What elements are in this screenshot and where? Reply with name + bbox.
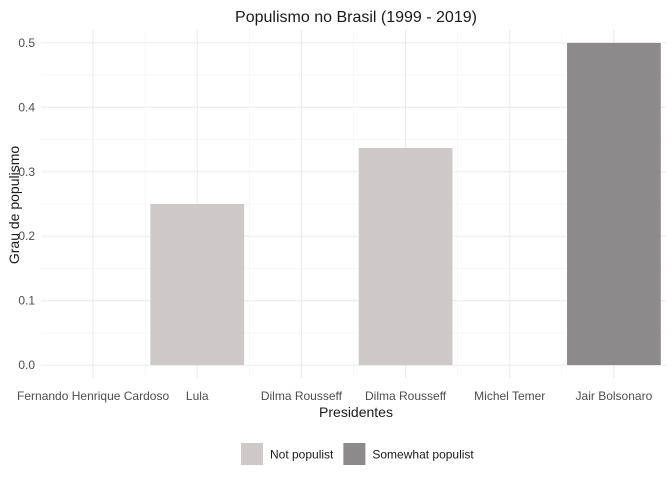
bar bbox=[567, 42, 661, 366]
y-tick-label: 0.4 bbox=[18, 100, 35, 114]
y-tick-label: 0.3 bbox=[18, 165, 35, 179]
y-tick-label: 0.0 bbox=[18, 358, 35, 372]
chart-title: Populismo no Brasil (1999 - 2019) bbox=[235, 9, 477, 26]
x-tick-label: Dilma Rousseff bbox=[261, 389, 343, 403]
x-tick-label: Dilma Rousseff bbox=[365, 389, 447, 403]
x-tick-label: Fernando Henrique Cardoso bbox=[17, 389, 169, 403]
legend-label: Not populist bbox=[270, 448, 334, 462]
y-axis-title: Grau de populismo bbox=[6, 146, 22, 265]
x-tick-label: Jair Bolsonaro bbox=[576, 389, 653, 403]
y-tick-label: 0.5 bbox=[18, 36, 35, 50]
legend-label: Somewhat populist bbox=[372, 448, 474, 462]
y-tick-label: 0.1 bbox=[18, 294, 35, 308]
y-tick-label: 0.2 bbox=[18, 229, 35, 243]
bar bbox=[150, 204, 245, 366]
x-tick-label: Lula bbox=[186, 389, 209, 403]
bar bbox=[358, 147, 453, 366]
legend-swatch bbox=[241, 443, 263, 465]
legend-swatch bbox=[343, 443, 366, 465]
legend: Not populist Somewhat populist bbox=[241, 443, 474, 465]
x-axis-title: Presidentes bbox=[319, 404, 393, 420]
x-tick-label: Michel Temer bbox=[474, 389, 545, 403]
